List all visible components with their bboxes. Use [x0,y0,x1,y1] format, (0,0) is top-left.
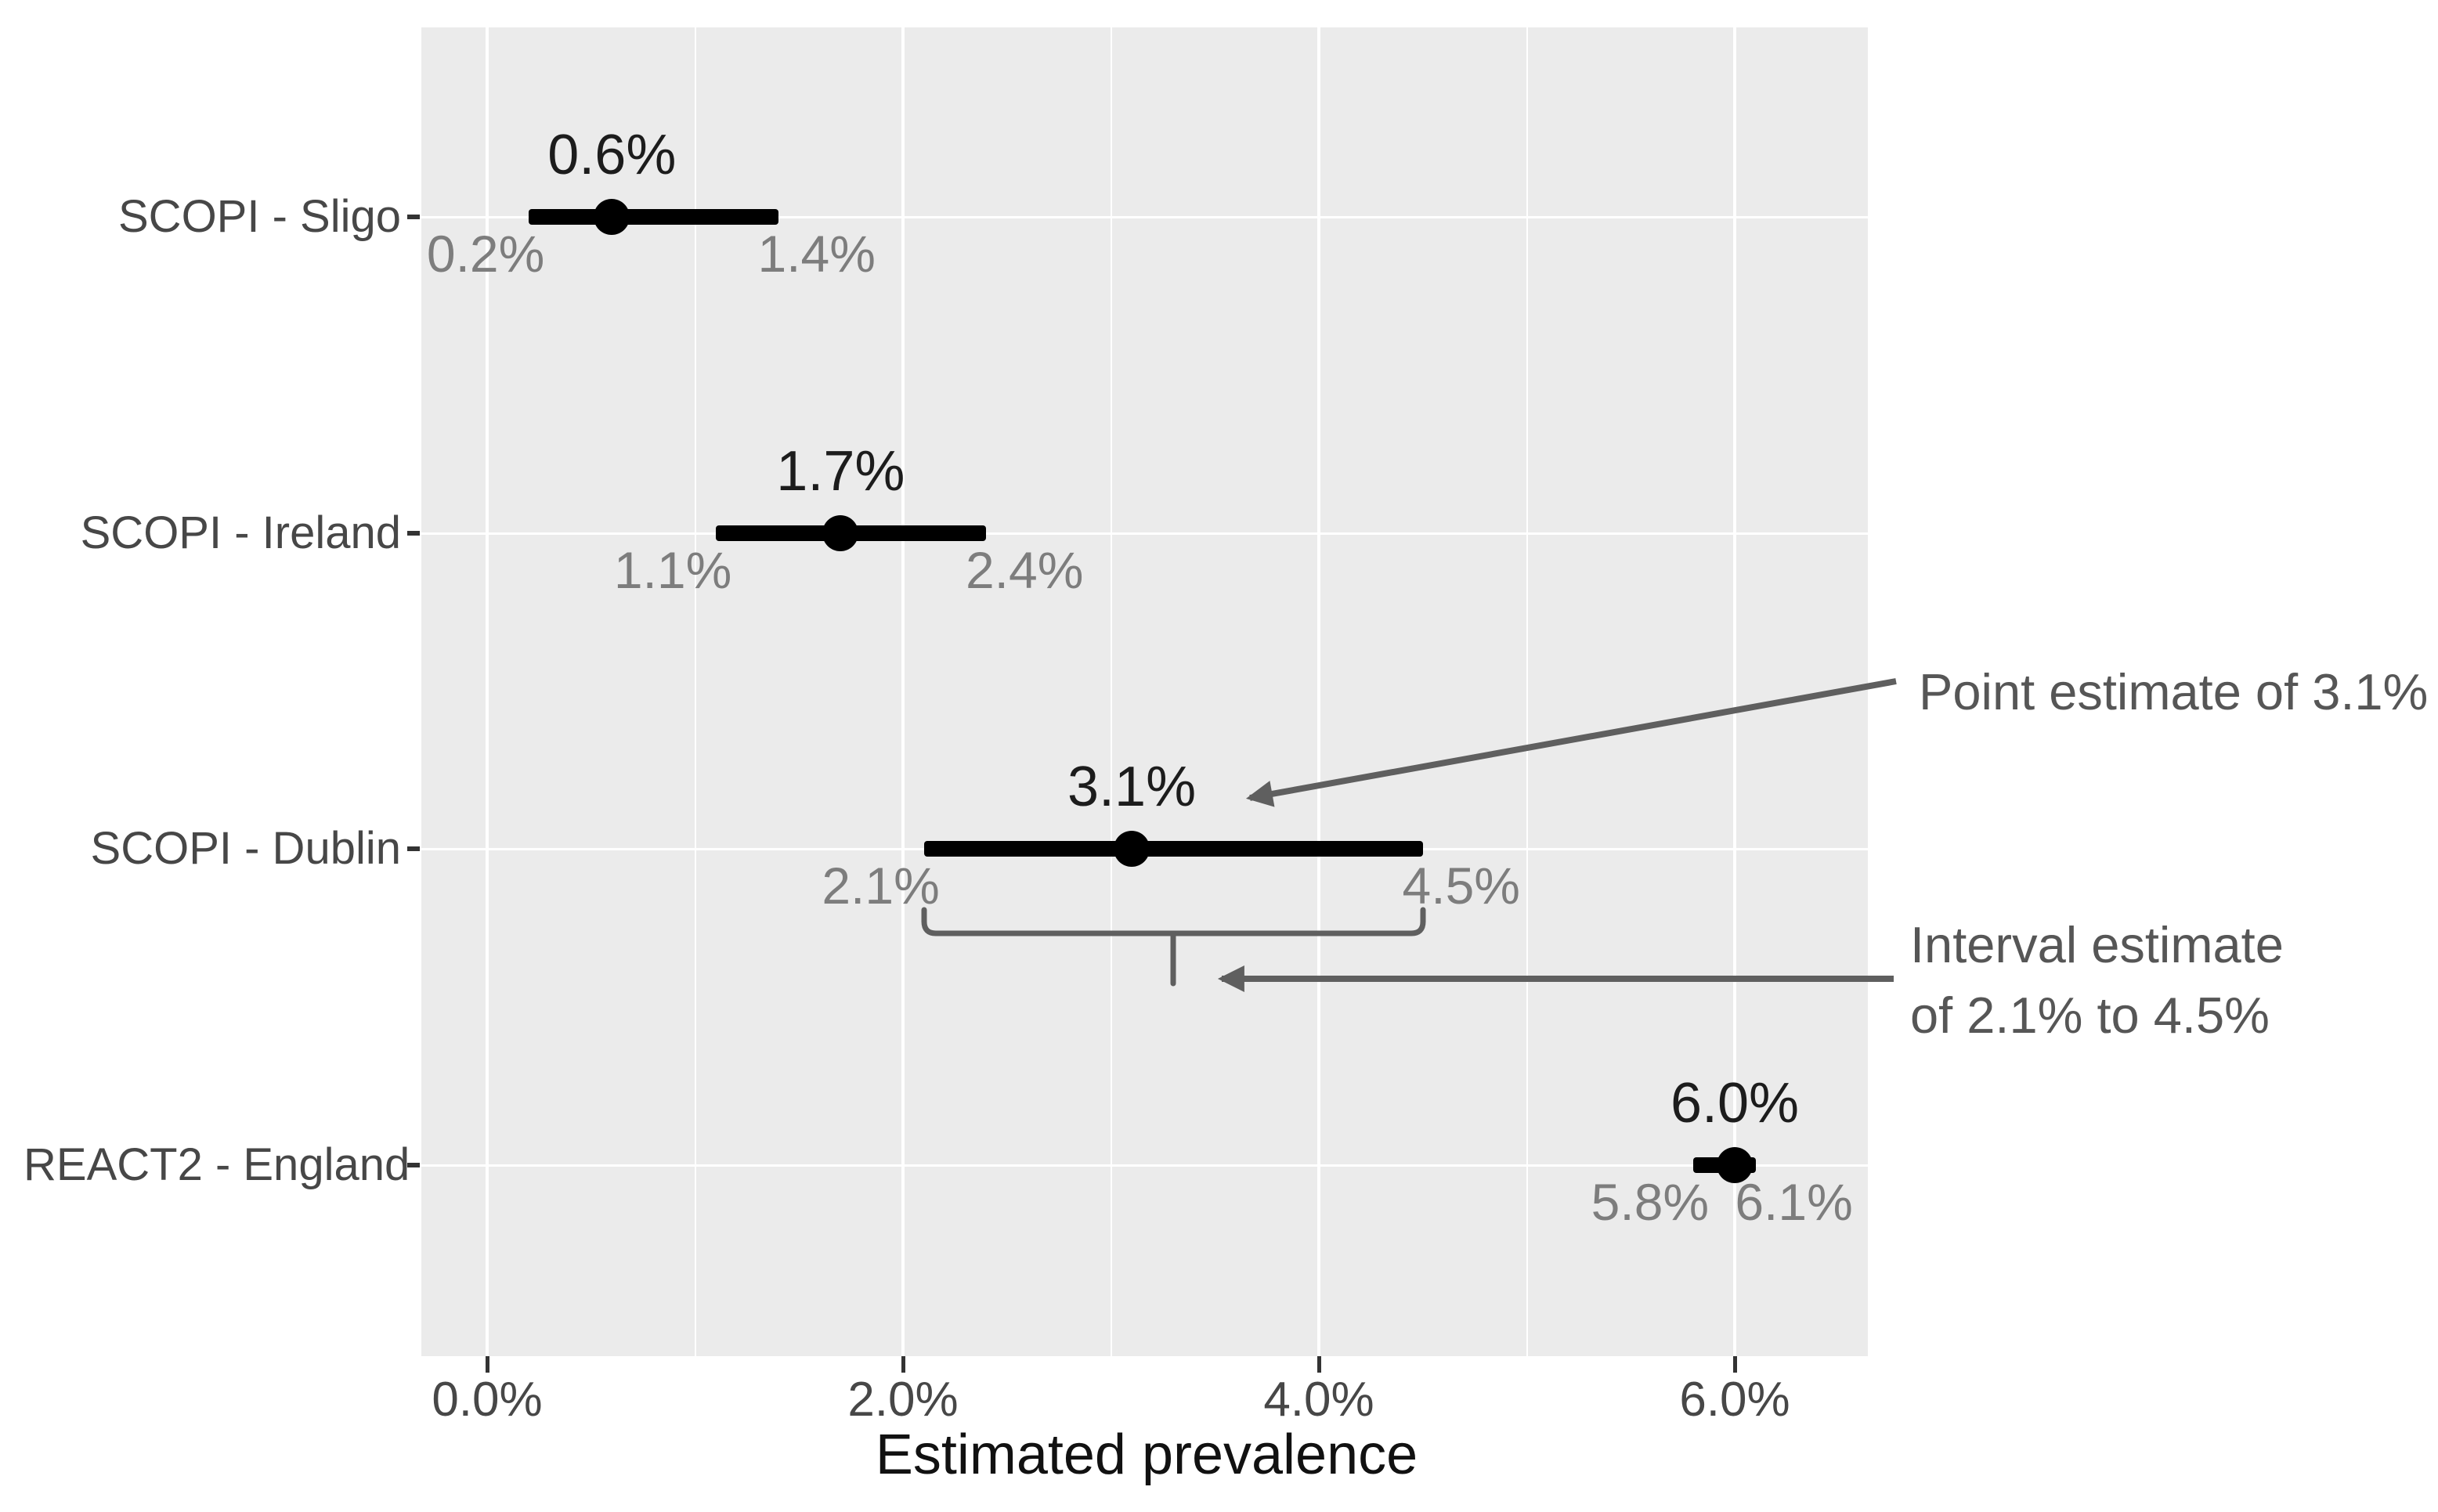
interval-upper-label: 1.4% [757,225,876,283]
y-axis-tick [407,531,420,536]
interval-upper-label: 2.4% [965,541,1084,599]
point-estimate-dot [822,515,859,551]
x-axis-tick-label: 6.0% [1679,1373,1790,1427]
major-gridline [1317,27,1320,1356]
point-estimate-label: 3.1% [1067,756,1197,818]
x-axis-tick [486,1356,489,1373]
major-gridline [486,27,489,1356]
point-estimate-label: 6.0% [1670,1072,1800,1135]
x-axis-tick [1317,1356,1321,1373]
x-axis-tick-label: 0.0% [432,1373,543,1427]
minor-gridline [1526,27,1528,1356]
y-axis-category-label: SCOPI - Ireland [80,507,401,558]
x-axis-title: Estimated prevalence [875,1424,1418,1486]
y-axis-category-label: SCOPI - Dublin [90,823,401,874]
interval-upper-label: 4.5% [1402,857,1520,915]
interval-lower-label: 5.8% [1591,1173,1710,1231]
y-axis-category-label: SCOPI - Sligo [118,191,401,242]
interval-bar [529,209,778,225]
point-estimate-dot [1114,831,1150,867]
minor-gridline [694,27,696,1356]
point-estimate-label: 0.6% [547,124,677,186]
y-axis-tick [407,215,420,219]
y-axis-tick [407,1163,420,1167]
x-axis-tick [901,1356,905,1373]
interval-lower-label: 0.2% [426,225,545,283]
row-gridline [421,532,1868,535]
point-estimate-dot [1717,1147,1753,1183]
major-gridline [901,27,905,1356]
minor-gridline [1110,27,1112,1356]
row-gridline [421,1164,1868,1167]
plot-panel [421,27,1868,1356]
x-axis-tick-label: 2.0% [847,1373,959,1427]
interval-estimate-annotation-line1: Interval estimate [1910,916,2284,973]
point-estimate-dot [594,199,630,235]
interval-lower-label: 1.1% [613,541,732,599]
interval-upper-label: 6.1% [1735,1173,1853,1231]
interval-estimate-annotation-line2: of 2.1% to 4.5% [1910,987,2270,1044]
point-estimate-label: 1.7% [776,440,905,503]
point-estimate-annotation: Point estimate of 3.1% [1919,661,2428,724]
interval-lower-label: 2.1% [822,857,940,915]
interval-estimate-annotation: Interval estimate of 2.1% to 4.5% [1910,910,2284,1051]
y-axis-category-label: REACT2 - England [23,1139,410,1190]
y-axis-tick [407,846,420,851]
point-estimate-annotation-text: Point estimate of 3.1% [1919,663,2429,720]
interval-bar [923,841,1423,857]
row-gridline [421,216,1868,218]
x-axis-tick-label: 4.0% [1263,1373,1374,1427]
x-axis-tick [1733,1356,1737,1373]
